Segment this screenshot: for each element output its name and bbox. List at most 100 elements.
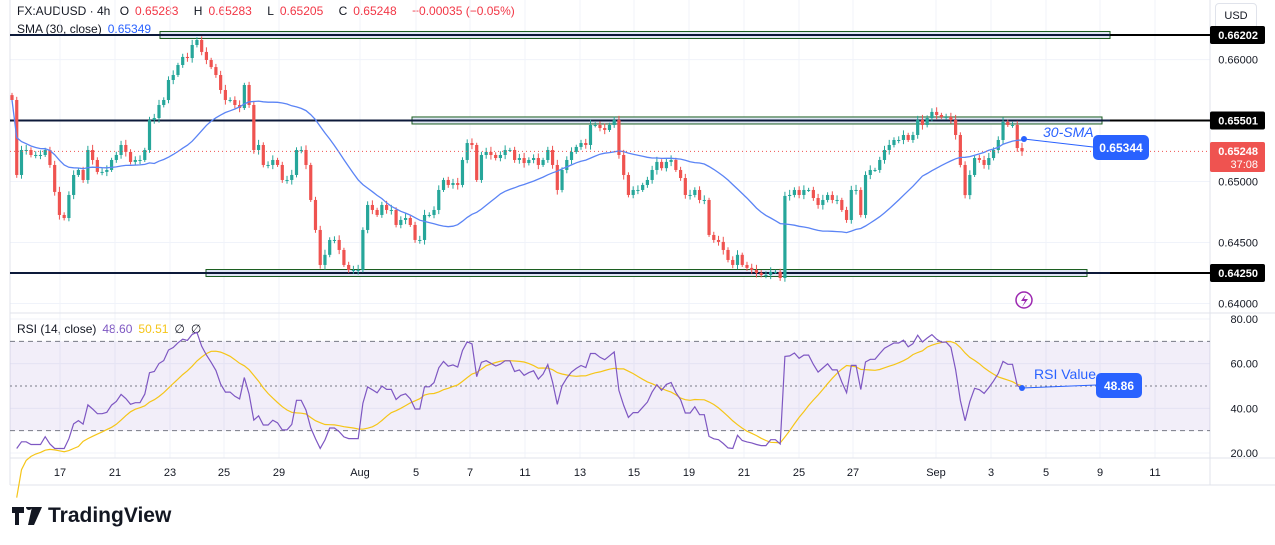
candle <box>769 267 773 280</box>
sma-label: SMA (30, close) <box>17 22 102 36</box>
candle <box>825 192 830 203</box>
candle-body <box>792 189 796 195</box>
candle-body <box>91 149 95 160</box>
rsi-ma-value: 50.51 <box>138 322 169 336</box>
candle-body <box>195 39 199 45</box>
candle-body <box>930 111 934 119</box>
rsi-legend[interactable]: RSI (14, close) 48.60 50.51 ∅ ∅ <box>17 322 207 336</box>
candle-body <box>48 149 52 165</box>
candle-body <box>517 158 521 160</box>
candle-body <box>147 119 152 150</box>
time-tick-label: 13 <box>574 467 586 479</box>
candle-body <box>972 158 977 175</box>
candle-body <box>380 204 384 215</box>
candle <box>655 156 659 175</box>
time-tick-label: 11 <box>519 467 530 479</box>
candle-body <box>81 169 85 180</box>
candle-body <box>332 239 337 241</box>
candle-body <box>925 118 929 125</box>
candle-body <box>546 149 550 160</box>
time-tick-label: 9 <box>1097 467 1103 479</box>
candle-body <box>513 149 517 160</box>
candle-body <box>422 214 427 240</box>
candle <box>233 96 237 109</box>
candle-body <box>366 204 370 230</box>
candle <box>266 161 270 169</box>
candle <box>119 140 123 159</box>
candle <box>261 142 265 168</box>
candle <box>432 206 436 219</box>
rsi-label: RSI (14, close) <box>17 322 97 336</box>
candle-body <box>370 204 374 210</box>
candle <box>911 131 915 143</box>
candle <box>441 177 446 192</box>
high-label: H <box>193 4 203 18</box>
candle-body <box>309 164 313 200</box>
candle <box>508 147 512 152</box>
rsi-ma-line <box>16 340 1023 498</box>
candle <box>309 162 313 202</box>
time-tick-label: 3 <box>988 467 994 479</box>
candle-body <box>119 144 123 155</box>
candle-body <box>935 111 939 115</box>
candle <box>707 197 711 237</box>
candle-body <box>228 99 232 101</box>
candle <box>304 145 308 170</box>
candle-body <box>200 39 204 52</box>
candle <box>901 130 906 145</box>
candle <box>271 155 275 170</box>
rsi-extra-2: ∅ <box>190 322 202 336</box>
rsi-tick-label: 40.00 <box>1230 403 1258 415</box>
tradingview-logo[interactable]: TradingView <box>12 504 171 528</box>
symbol-name[interactable]: FX:AUDUSD · 4h <box>17 4 111 18</box>
candle-body <box>645 179 649 185</box>
candle <box>152 113 156 124</box>
candle <box>475 142 479 182</box>
candle <box>878 156 882 173</box>
candle-body <box>323 254 327 265</box>
candle-body <box>991 149 996 159</box>
candle <box>816 193 820 209</box>
candle-body <box>802 189 806 195</box>
candle <box>57 186 62 220</box>
candle-body <box>252 104 256 150</box>
candle-body <box>996 139 1000 150</box>
candle <box>944 113 948 120</box>
candle-body <box>977 158 981 160</box>
candle <box>470 138 474 150</box>
candle <box>285 175 289 184</box>
candle-body <box>489 151 493 155</box>
candle <box>72 170 76 200</box>
level-price-label: 0.64250 <box>1218 268 1258 280</box>
candle <box>844 206 849 223</box>
candle <box>380 201 384 218</box>
candle-body <box>721 241 725 250</box>
candle <box>437 185 441 215</box>
sma-legend[interactable]: SMA (30, close) 0.65349 <box>17 22 157 36</box>
candle-body <box>655 161 659 170</box>
candle-body <box>413 224 417 240</box>
candle <box>626 172 631 198</box>
candle-body <box>569 151 574 160</box>
candle-body <box>944 116 948 118</box>
high-value: 0.65283 <box>208 4 252 18</box>
time-tick-label: Sep <box>926 467 946 479</box>
candle <box>565 156 569 174</box>
candle-body <box>29 149 33 155</box>
candle <box>783 191 787 282</box>
candle <box>574 144 578 154</box>
candle <box>185 52 190 62</box>
candle-body <box>612 119 616 125</box>
candle-body <box>565 159 569 170</box>
candle <box>522 152 526 168</box>
time-tick-label: 7 <box>467 467 473 479</box>
candle-body <box>527 159 531 164</box>
candle <box>138 155 142 165</box>
candle <box>446 176 450 188</box>
candle-body <box>185 56 190 59</box>
candle-body <box>114 154 118 160</box>
time-tick-label: 23 <box>164 467 176 479</box>
candle <box>347 261 351 273</box>
candle-body <box>86 149 90 180</box>
